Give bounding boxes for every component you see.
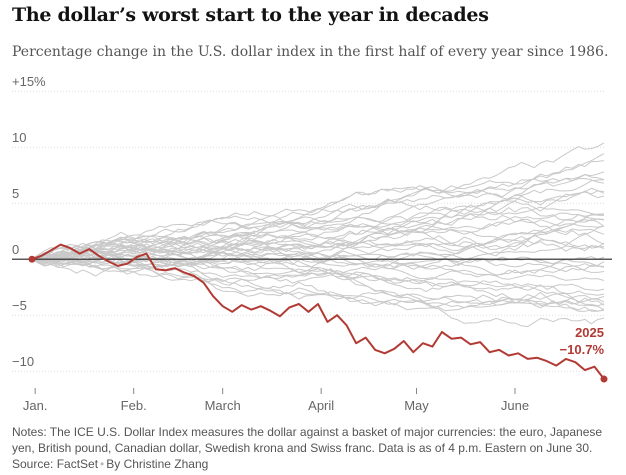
background-series-line bbox=[31, 214, 605, 268]
background-series-group bbox=[31, 142, 605, 328]
x-tick-label: May bbox=[404, 398, 429, 413]
byline-text: By Christine Zhang bbox=[106, 457, 209, 471]
chart-title: The dollar’s worst start to the year in … bbox=[12, 4, 489, 26]
background-series-line bbox=[31, 206, 605, 260]
background-series-line bbox=[31, 227, 605, 277]
y-axis-labels: +15% 10 5 0 −5 −10 bbox=[12, 74, 46, 369]
background-series-line bbox=[31, 142, 605, 260]
x-tick-label: June bbox=[501, 398, 529, 413]
x-tick-label: April bbox=[308, 398, 334, 413]
chart-notes: Notes: The ICE U.S. Dollar Index measure… bbox=[12, 424, 616, 472]
x-tick-label: March bbox=[205, 398, 241, 413]
series-label-2025: 2025 bbox=[575, 325, 604, 340]
series-line-2025 bbox=[31, 243, 605, 380]
background-series-line bbox=[31, 223, 605, 260]
y-tick-label: +15% bbox=[12, 74, 46, 89]
series-start-dot-2025 bbox=[28, 255, 36, 263]
series-end-value-2025: −10.7% bbox=[560, 342, 605, 357]
y-tick-label: −10 bbox=[12, 354, 34, 369]
y-tick-label: 5 bbox=[12, 186, 19, 201]
background-series-line bbox=[31, 179, 605, 260]
x-axis: Jan. Feb. March April May June bbox=[23, 388, 529, 413]
notes-text: Notes: The ICE U.S. Dollar Index measure… bbox=[12, 425, 603, 455]
y-tick-label: 0 bbox=[12, 242, 19, 257]
background-series-line bbox=[31, 213, 605, 260]
chart-subtitle: Percentage change in the U.S. dollar ind… bbox=[12, 44, 609, 60]
background-series-line bbox=[31, 258, 605, 309]
background-series-line bbox=[31, 257, 605, 312]
x-tick-label: Jan. bbox=[23, 398, 48, 413]
series-end-dot-2025 bbox=[600, 375, 608, 383]
background-series-line bbox=[31, 190, 605, 260]
background-series-line bbox=[31, 245, 605, 260]
separator-dot: • bbox=[100, 457, 105, 471]
y-tick-label: −5 bbox=[12, 298, 27, 313]
x-tick-label: Feb. bbox=[121, 398, 147, 413]
source-text: Source: FactSet bbox=[12, 457, 99, 471]
background-series-line bbox=[31, 228, 605, 260]
y-tick-label: 10 bbox=[12, 130, 26, 145]
